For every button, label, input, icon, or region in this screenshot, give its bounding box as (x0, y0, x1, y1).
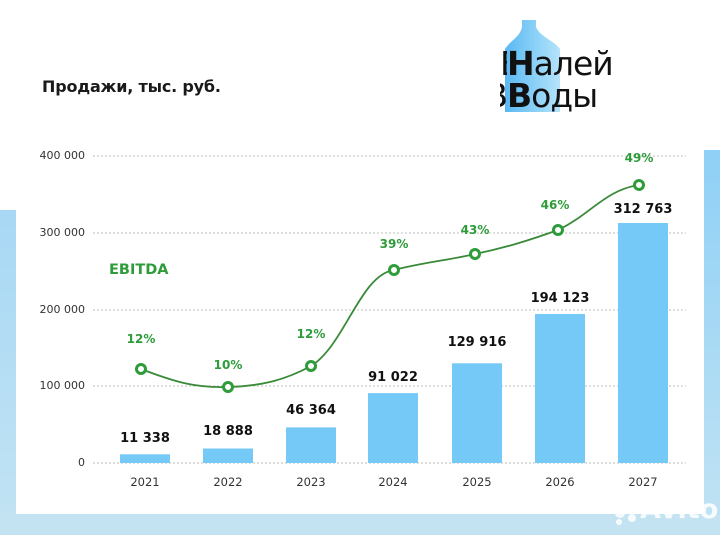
pct-label-2026: 46% (540, 198, 570, 212)
bar-2022 (203, 448, 253, 463)
x-tick-2026: 2026 (545, 475, 575, 489)
y-tick-0: 0 (78, 456, 85, 469)
avito-watermark: Avito (640, 494, 719, 525)
chart-title: Продажи, тыс. руб. (42, 77, 221, 96)
pct-label-2027: 49% (624, 151, 654, 165)
bar-2021 (120, 454, 170, 463)
bars (120, 223, 668, 463)
bar-label-2025: 129 916 (447, 335, 507, 350)
pct-label-2022: 10% (213, 358, 243, 372)
y-tick-300000: 300 000 (39, 226, 86, 239)
x-tick-2024: 2024 (378, 475, 408, 489)
background-band-right (704, 150, 720, 535)
bar-label-2026: 194 123 (530, 291, 590, 306)
y-tick-200000: 200 000 (39, 303, 86, 316)
y-tick-400000: 400 000 (39, 149, 86, 162)
ebitda-series-label: EBITDA (109, 262, 169, 278)
x-tick-2027: 2027 (628, 475, 658, 489)
bar-2024 (368, 393, 418, 463)
bottle-icon (505, 20, 560, 112)
pct-label-2021: 12% (126, 332, 156, 346)
ebitda-markers (135, 179, 645, 393)
y-tick-100000: 100 000 (39, 379, 86, 392)
avito-logo-icon (615, 499, 636, 525)
pct-label-2023: 12% (296, 327, 326, 341)
bar-label-2024: 91 022 (368, 370, 418, 385)
bar-2023 (286, 427, 336, 463)
bar-label-2021: 11 338 (120, 431, 170, 446)
pct-label-2024: 39% (379, 237, 409, 251)
chart-card (16, 130, 704, 514)
logo-line-2: ВВоды (500, 76, 598, 115)
background-band-left (0, 210, 16, 535)
bar-2025 (452, 363, 502, 463)
bar-label-2027: 312 763 (613, 202, 673, 217)
background-band-bottom (0, 514, 720, 535)
x-tick-2021: 2021 (130, 475, 160, 489)
x-tick-2025: 2025 (462, 475, 492, 489)
bar-2027 (618, 223, 668, 463)
x-tick-2022: 2022 (213, 475, 243, 489)
bar-label-2023: 46 364 (286, 403, 336, 418)
brand-logo: БНалей ВВоды (500, 15, 640, 115)
bar-label-2022: 18 888 (203, 424, 253, 439)
logo-line-1: БНалей (500, 44, 614, 83)
bar-2026 (535, 314, 585, 463)
x-tick-2023: 2023 (296, 475, 326, 489)
pct-label-2025: 43% (460, 223, 490, 237)
